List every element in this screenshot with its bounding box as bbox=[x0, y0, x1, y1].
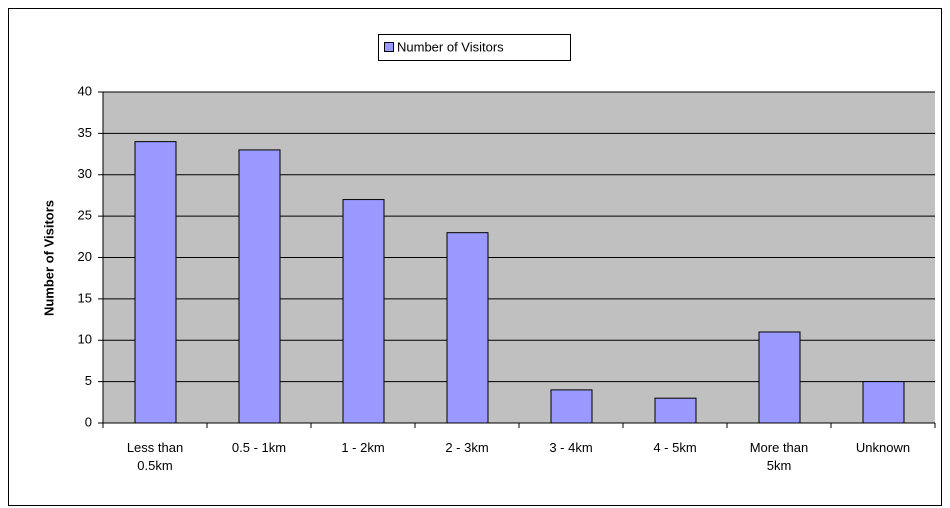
y-tick-label: 35 bbox=[78, 125, 92, 140]
x-tick-label-box: 0.5 - 1km bbox=[231, 440, 287, 455]
y-tick-label: 15 bbox=[78, 290, 92, 305]
bar bbox=[862, 381, 905, 424]
x-tick-label: 0.5 - 1km bbox=[231, 440, 287, 455]
y-tick-label: 5 bbox=[85, 373, 92, 388]
y-tick-label: 30 bbox=[78, 166, 92, 181]
legend-swatch bbox=[384, 42, 394, 52]
y-tick-label: 40 bbox=[78, 83, 92, 98]
x-tick-label: More than 5km bbox=[749, 440, 809, 473]
x-tick-label-box: 4 - 5km bbox=[653, 440, 697, 455]
bar bbox=[342, 199, 385, 424]
x-tick-label-box: 2 - 3km bbox=[445, 440, 489, 455]
y-axis-label: Number of Visitors bbox=[41, 200, 56, 316]
y-tick-label: 10 bbox=[78, 332, 92, 347]
x-tick-label-box: 1 - 2km bbox=[341, 440, 385, 455]
x-tick-label: 2 - 3km bbox=[445, 440, 489, 455]
x-tick-label: Unknown bbox=[855, 440, 911, 455]
bar bbox=[238, 149, 281, 424]
legend-box bbox=[378, 34, 571, 61]
bar bbox=[654, 397, 697, 424]
x-tick-label: Less than 0.5km bbox=[126, 440, 184, 473]
y-tick-label: 25 bbox=[78, 208, 92, 223]
x-tick-label: 3 - 4km bbox=[549, 440, 593, 455]
legend-label: Number of Visitors bbox=[397, 39, 504, 54]
bar bbox=[550, 389, 593, 424]
x-tick-label: 4 - 5km bbox=[653, 440, 697, 455]
bar bbox=[134, 141, 177, 424]
x-tick-label-box: More than 5km bbox=[749, 440, 809, 473]
y-tick-label: 20 bbox=[78, 249, 92, 264]
x-tick-label-box: Less than 0.5km bbox=[126, 440, 184, 473]
bar bbox=[446, 232, 489, 424]
x-tick-label: 1 - 2km bbox=[341, 440, 385, 455]
bar bbox=[758, 331, 801, 424]
x-tick-label-box: Unknown bbox=[855, 440, 911, 455]
y-tick-label: 0 bbox=[85, 414, 92, 429]
x-tick-label-box: 3 - 4km bbox=[549, 440, 593, 455]
